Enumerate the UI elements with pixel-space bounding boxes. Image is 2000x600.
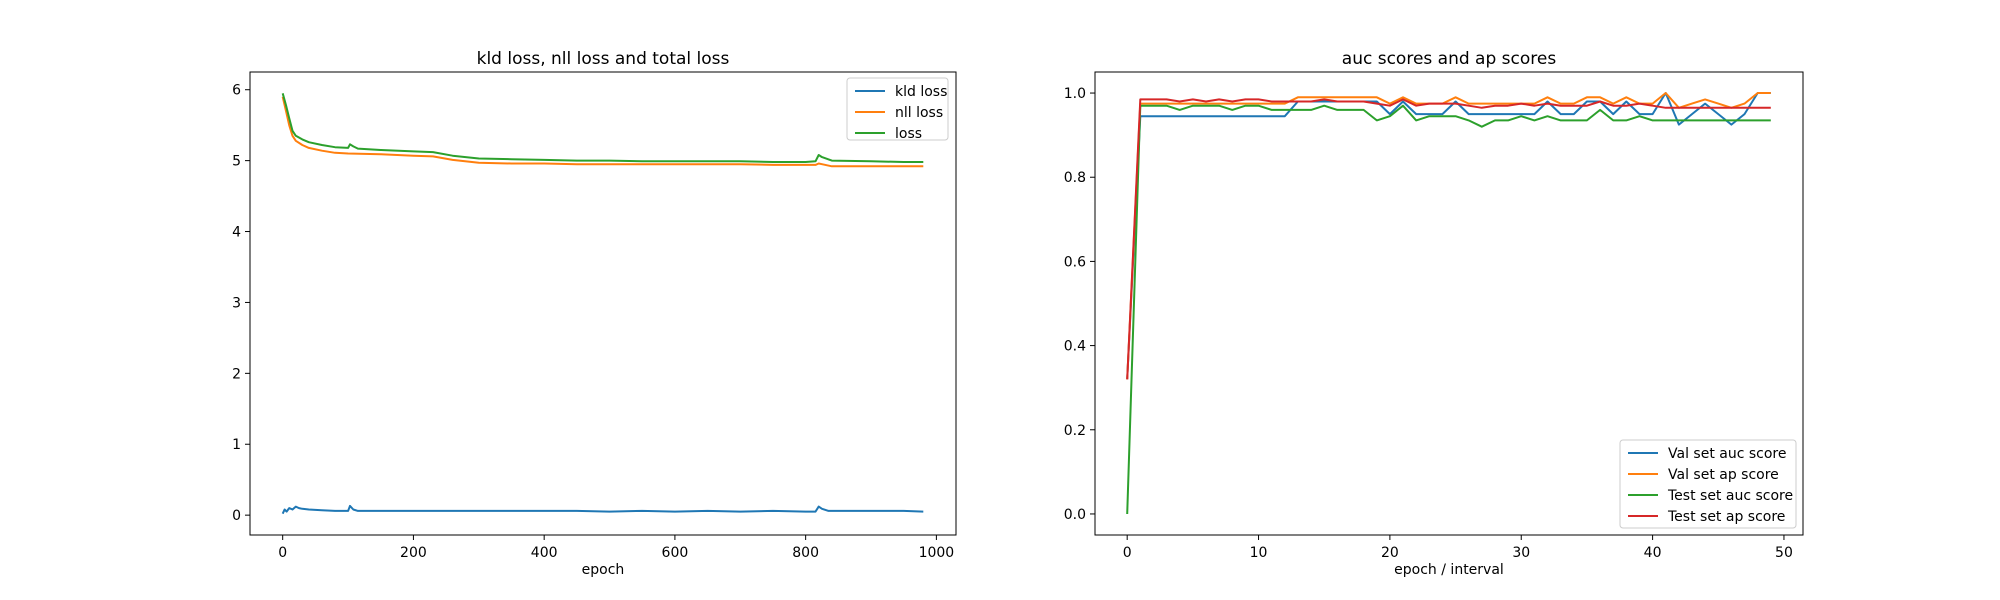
legend-box — [846, 77, 949, 141]
x-tick-label: 0 — [278, 545, 287, 561]
series-line-1 — [281, 504, 924, 515]
y-tick-label: 0.0 — [1064, 507, 1086, 523]
x-tick-label: 400 — [531, 545, 558, 561]
chart-title: auc scores and ap scores — [1342, 49, 1557, 69]
x-tick-label: 50 — [1775, 545, 1793, 561]
x-tick-label: 30 — [1512, 545, 1530, 561]
chart-2: 0 10 20 30 40 50 0.0 0.2 0.4 0.6 0.8 1.0 auc scores … — [1064, 49, 1804, 578]
series-line-3 — [1126, 104, 1771, 515]
legend: kld loss nll loss loss — [846, 77, 949, 142]
y-tick-label: 1 — [232, 437, 241, 453]
y-tick-label: 0.8 — [1064, 170, 1086, 186]
y-tick-label: 0 — [232, 508, 241, 524]
x-axis-label: epoch / interval — [1394, 562, 1504, 578]
legend-label-4: Test set ap score — [1667, 509, 1785, 525]
series-line-2 — [281, 96, 924, 168]
y-tick-label: 2 — [232, 366, 241, 382]
series-line-1 — [1126, 92, 1771, 380]
y-tick-label: 4 — [232, 225, 241, 241]
x-tick-label: 20 — [1381, 545, 1399, 561]
legend-box — [1619, 439, 1797, 529]
legend-label-3: Test set auc score — [1667, 488, 1793, 504]
x-tick-label: 10 — [1250, 545, 1268, 561]
chart-1: 0 200 400 600 800 1000 0 1 2 3 4 5 6 kld loss, nll lo… — [232, 49, 957, 578]
legend-label-1: kld loss — [895, 84, 947, 100]
x-tick-label: 600 — [662, 545, 689, 561]
series-line-3 — [281, 93, 924, 163]
x-tick-label: 1000 — [919, 545, 955, 561]
x-axis-label: epoch — [582, 562, 625, 578]
plot-frame — [249, 71, 957, 536]
y-tick-label: 0.6 — [1064, 254, 1086, 270]
y-tick-label: 0.2 — [1064, 423, 1086, 439]
legend-label-2: Val set ap score — [1668, 467, 1779, 483]
y-tick-label: 3 — [232, 295, 241, 311]
legend-label-3: loss — [895, 126, 922, 142]
legend: Val set auc score Val set ap score Test se… — [1619, 439, 1797, 529]
x-tick-label: 200 — [400, 545, 427, 561]
y-tick-label: 1.0 — [1064, 86, 1086, 102]
x-tick-label: 40 — [1644, 545, 1662, 561]
x-tick-label: 0 — [1123, 545, 1132, 561]
legend-label-2: nll loss — [895, 105, 943, 121]
y-tick-label: 0.4 — [1064, 339, 1086, 355]
chart-title: kld loss, nll loss and total loss — [477, 49, 730, 69]
series-line-4 — [1126, 98, 1771, 380]
y-tick-label: 6 — [232, 83, 241, 99]
x-tick-label: 800 — [792, 545, 819, 561]
y-tick-label: 5 — [232, 154, 241, 170]
series-line-2 — [1126, 92, 1771, 380]
legend-label-1: Val set auc score — [1668, 446, 1786, 462]
plot-frame — [1094, 71, 1804, 536]
